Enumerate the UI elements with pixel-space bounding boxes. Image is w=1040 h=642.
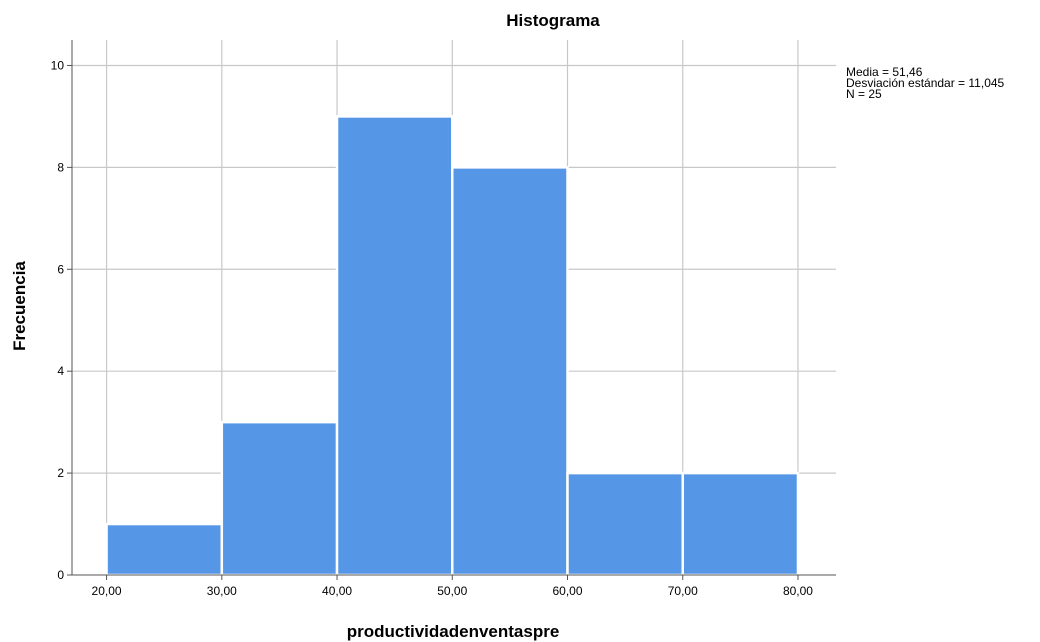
histogram-bar-4 <box>451 166 569 577</box>
y-tick-label-4: 4 <box>57 364 64 378</box>
x-tick-label-80,00: 80,00 <box>783 584 813 598</box>
axes-layer <box>67 40 836 580</box>
x-tick-label-40,00: 40,00 <box>322 584 352 598</box>
histogram-bar-3 <box>335 115 454 577</box>
x-tick-label-30,00: 30,00 <box>207 584 237 598</box>
histogram-bar-6 <box>681 471 800 577</box>
x-tick-label-50,00: 50,00 <box>437 584 467 598</box>
y-tick-label-0: 0 <box>57 568 64 582</box>
x-tick-label-20,00: 20,00 <box>92 584 122 598</box>
chart-title: Histograma <box>506 11 600 30</box>
y-tick-label-6: 6 <box>57 262 64 276</box>
stats-legend: Media = 51,46 Desviación estándar = 11,0… <box>846 65 1005 101</box>
histogram-bar-2 <box>220 420 339 577</box>
y-axis-title: Frecuencia <box>10 261 29 351</box>
y-tick-label-2: 2 <box>57 466 64 480</box>
histogram-bar-5 <box>566 471 684 577</box>
x-axis-title: productividadenventaspre <box>347 622 560 641</box>
x-tick-label-70,00: 70,00 <box>668 584 698 598</box>
bars-layer <box>105 115 800 577</box>
histogram-bar-1 <box>105 522 224 577</box>
stats-mean: Media = 51,46 <box>846 65 923 79</box>
x-tick-label-60,00: 60,00 <box>552 584 582 598</box>
y-tick-label-10: 10 <box>51 58 65 72</box>
stats-std: Desviación estándar = 11,045 <box>846 76 1005 90</box>
labels-layer: 0 2 4 6 8 10 20,00 30,00 40,00 50,00 60,00 70,00 80,… <box>51 58 814 598</box>
y-tick-label-8: 8 <box>57 160 64 174</box>
stats-n: N = 25 <box>846 87 882 101</box>
